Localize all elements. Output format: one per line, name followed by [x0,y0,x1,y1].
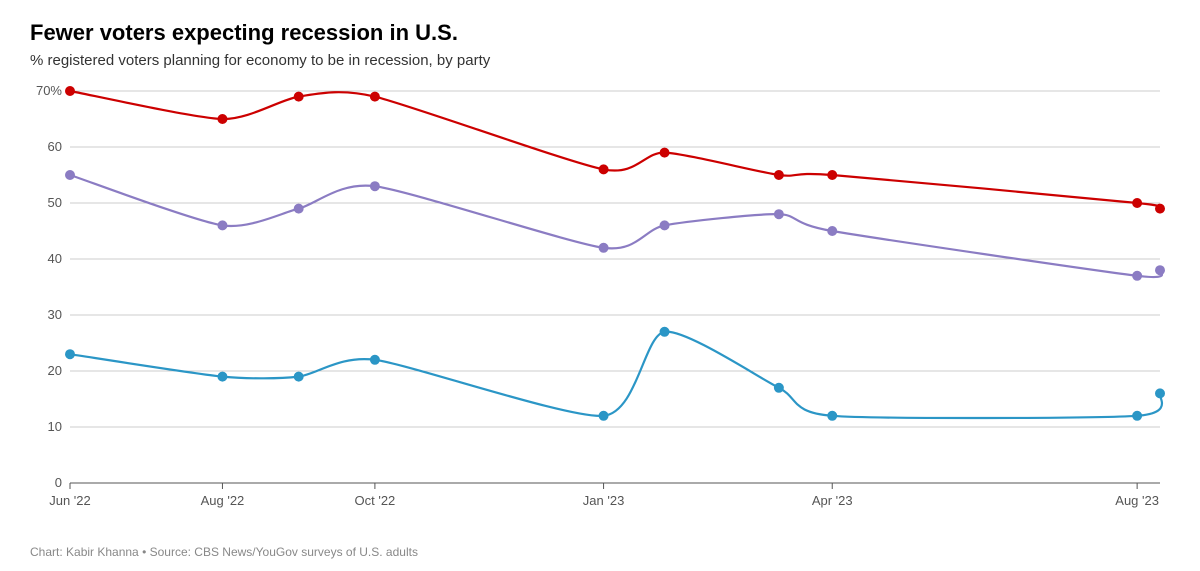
series-marker-republican [218,115,227,124]
series-marker-republican [1133,199,1142,208]
series-marker-independent [1133,271,1142,280]
series-marker-democrat [1156,389,1165,398]
y-tick-label: 20 [48,363,62,378]
series-marker-democrat [66,350,75,359]
series-marker-democrat [774,383,783,392]
y-tick-label: 50 [48,195,62,210]
series-marker-democrat [599,411,608,420]
series-marker-republican [66,87,75,96]
series-marker-democrat [828,411,837,420]
chart-title: Fewer voters expecting recession in U.S. [30,20,1170,46]
series-line-democrat [70,332,1162,418]
chart-subtitle: % registered voters planning for economy… [30,52,1170,69]
x-tick-label: Aug '23 [1115,493,1159,508]
series-marker-republican [774,171,783,180]
y-tick-label: 60 [48,139,62,154]
y-tick-label: 0 [55,475,62,490]
series-marker-independent [599,243,608,252]
series-marker-independent [660,221,669,230]
y-tick-label: 70% [36,83,62,98]
chart-plot-area: 0 10 20 30 40 50 60 70% Jun '22 Aug '22 Oct '22 Jan… [30,83,1170,523]
series-marker-independent [828,227,837,236]
x-tick-label: Jun '22 [49,493,91,508]
y-tick-label: 30 [48,307,62,322]
line-chart-svg: 0 10 20 30 40 50 60 70% Jun '22 Aug '22 Oct '22 Jan… [30,83,1170,523]
series-marker-independent [218,221,227,230]
series-marker-democrat [1133,411,1142,420]
series-marker-independent [1156,266,1165,275]
series-marker-independent [294,204,303,213]
series-marker-republican [370,92,379,101]
x-tick-label: Aug '22 [201,493,245,508]
x-tick-label: Jan '23 [583,493,625,508]
series-marker-republican [828,171,837,180]
series-marker-independent [66,171,75,180]
x-tick-label: Apr '23 [812,493,853,508]
series-marker-republican [599,165,608,174]
series-marker-republican [1156,204,1165,213]
series-marker-republican [294,92,303,101]
series-marker-democrat [660,327,669,336]
series-marker-independent [370,182,379,191]
y-tick-label: 40 [48,251,62,266]
series-marker-republican [660,148,669,157]
series-marker-democrat [218,372,227,381]
series-marker-democrat [370,355,379,364]
y-tick-label: 10 [48,419,62,434]
chart-container: Fewer voters expecting recession in U.S.… [0,0,1200,571]
x-tick-label: Oct '22 [355,493,396,508]
series-line-republican [70,91,1162,209]
series-marker-democrat [294,372,303,381]
chart-footer: Chart: Kabir Khanna • Source: CBS News/Y… [30,545,418,559]
series-marker-independent [774,210,783,219]
